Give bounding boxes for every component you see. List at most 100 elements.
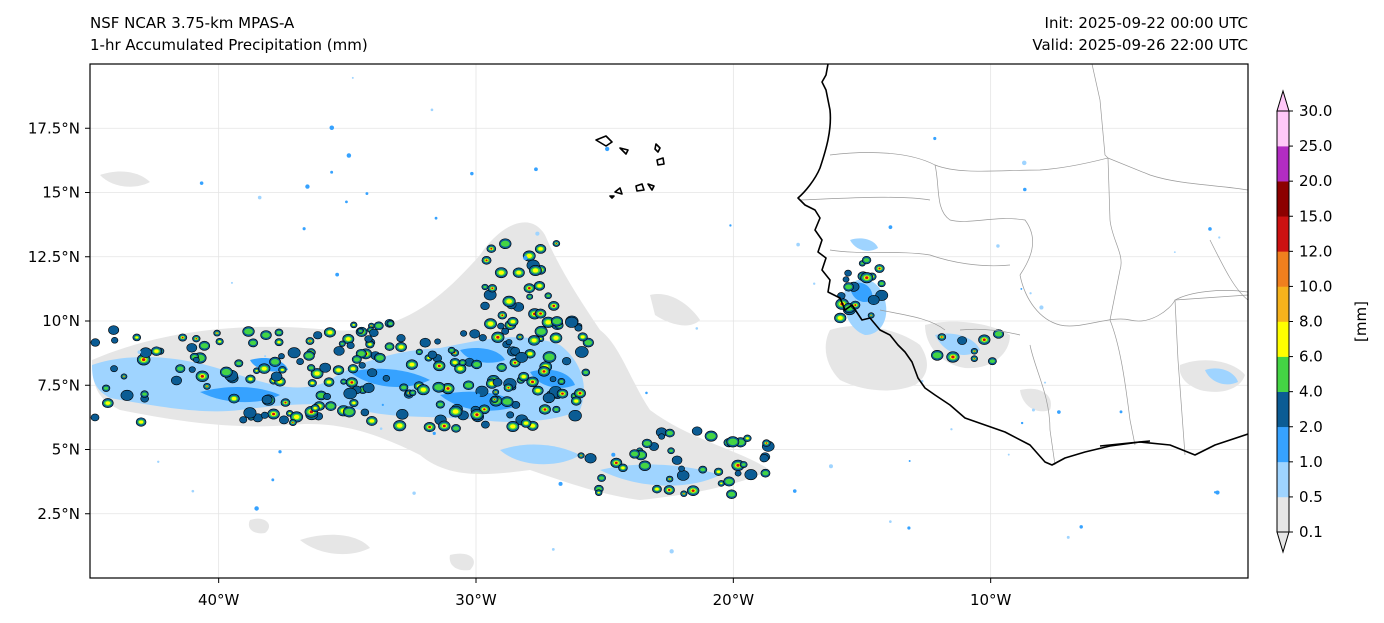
rain-cell-core xyxy=(342,380,346,383)
colorbar-tick-label: 4.0 xyxy=(1299,383,1323,401)
rain-cell-core xyxy=(574,399,579,403)
rain-cell-core xyxy=(951,355,955,359)
rain-speck xyxy=(230,281,233,284)
rain-cell xyxy=(296,358,304,365)
rain-speck xyxy=(379,427,383,430)
rain-speck xyxy=(1021,160,1027,166)
rain-cell-core xyxy=(500,240,510,247)
rain-cell-core xyxy=(369,419,375,423)
rain-cell-core xyxy=(326,380,332,384)
colorbar-segment xyxy=(1277,391,1289,428)
colorbar-segment xyxy=(1277,146,1289,182)
rain-cell xyxy=(759,454,769,463)
rain-cell xyxy=(360,408,370,417)
rain-cell-core xyxy=(683,493,685,495)
rain-cell-core xyxy=(532,268,539,273)
rain-cell-core xyxy=(317,392,325,399)
rain-cell-core xyxy=(544,353,555,361)
rain-speck xyxy=(191,489,195,493)
rain-speck xyxy=(1007,453,1010,456)
lon-tick-label: 40°W xyxy=(198,591,240,609)
rain-cell-core xyxy=(655,487,659,491)
rain-cell-core xyxy=(691,489,695,492)
rain-cell-core xyxy=(200,343,209,349)
rain-cell-core xyxy=(584,339,593,346)
rain-speck xyxy=(379,396,382,399)
rain-cell xyxy=(192,356,200,363)
colorbar-tick-label: 0.1 xyxy=(1299,523,1323,541)
rain-cell-core xyxy=(552,304,556,308)
rain-cell-core xyxy=(428,425,432,429)
field-name: 1-hr Accumulated Precipitation (mm) xyxy=(90,36,368,54)
rain-cell xyxy=(260,411,269,419)
rain-cell-core xyxy=(344,408,354,416)
lat-tick-label: 2.5°N xyxy=(37,505,80,523)
colorbar-segment xyxy=(1277,321,1289,357)
valid-time: Valid: 2025-09-26 22:00 UTC xyxy=(1032,36,1248,54)
rain-cell-core xyxy=(932,352,942,359)
rain-cell-core xyxy=(309,340,311,342)
rain-cell xyxy=(842,276,850,283)
colorbar-tick-label: 10.0 xyxy=(1299,277,1332,295)
rain-cell-core xyxy=(669,449,674,453)
rain-cell-core xyxy=(863,258,870,263)
rain-speck xyxy=(1215,490,1220,495)
rain-cell-core xyxy=(543,408,547,411)
rain-cell-core xyxy=(313,406,317,410)
rain-cell xyxy=(584,453,597,464)
rain-cell xyxy=(110,365,118,373)
rain-cell-core xyxy=(643,440,651,446)
rain-cell-core xyxy=(401,385,407,390)
rain-cell-core xyxy=(326,403,335,409)
rain-cell-core xyxy=(561,392,564,395)
rain-cell xyxy=(844,269,852,277)
rain-speck xyxy=(329,125,335,130)
colorbar-segment xyxy=(1277,426,1289,463)
rain-cell-core xyxy=(305,352,313,359)
rain-cell-core xyxy=(475,413,479,417)
rain-cell-core xyxy=(139,420,144,424)
rain-cell-core xyxy=(358,329,363,333)
rain-cell xyxy=(396,334,406,343)
rain-cell xyxy=(261,395,273,405)
rain-cell xyxy=(575,346,589,358)
rain-cell-core xyxy=(495,391,497,393)
rain-cell-core xyxy=(487,321,494,326)
rain-speck xyxy=(184,373,188,377)
rain-cell-core xyxy=(940,336,943,338)
rain-cell-core xyxy=(546,294,551,298)
rain-cell-core xyxy=(396,423,403,428)
rain-cell-core xyxy=(736,463,740,467)
rain-cell xyxy=(460,330,468,337)
rain-cell xyxy=(279,415,289,425)
rain-cell-core xyxy=(491,287,494,290)
rain-cell-core xyxy=(837,316,843,320)
rain-cell-core xyxy=(513,361,517,364)
rain-cell-core xyxy=(284,401,287,404)
rain-cell-core xyxy=(350,367,356,371)
rain-cell-core xyxy=(398,345,404,349)
rain-speck xyxy=(199,181,204,185)
rain-cell-core xyxy=(578,392,582,395)
rain-cell-core xyxy=(218,340,221,343)
rain-speck xyxy=(470,171,474,176)
rain-speck xyxy=(271,478,275,482)
rain-cell-core xyxy=(507,386,510,389)
colorbar-tick-label: 20.0 xyxy=(1299,172,1332,190)
rain-cell xyxy=(510,346,521,356)
rain-speck xyxy=(305,184,310,189)
rain-cell-core xyxy=(727,491,736,497)
rain-speck xyxy=(1031,408,1035,412)
rain-cell-core xyxy=(177,366,184,371)
rain-cell xyxy=(358,362,366,369)
lat-tick-label: 10°N xyxy=(42,312,80,330)
rain-speck xyxy=(257,195,262,200)
lat-tick-label: 17.5°N xyxy=(28,119,80,137)
rain-cell-core xyxy=(200,374,205,378)
rain-cell xyxy=(676,470,690,481)
rain-cell xyxy=(497,322,505,330)
rain-cell-core xyxy=(879,282,884,286)
rain-cell-core xyxy=(276,330,282,335)
rain-speck xyxy=(950,428,953,431)
rain-cell-core xyxy=(464,382,473,388)
